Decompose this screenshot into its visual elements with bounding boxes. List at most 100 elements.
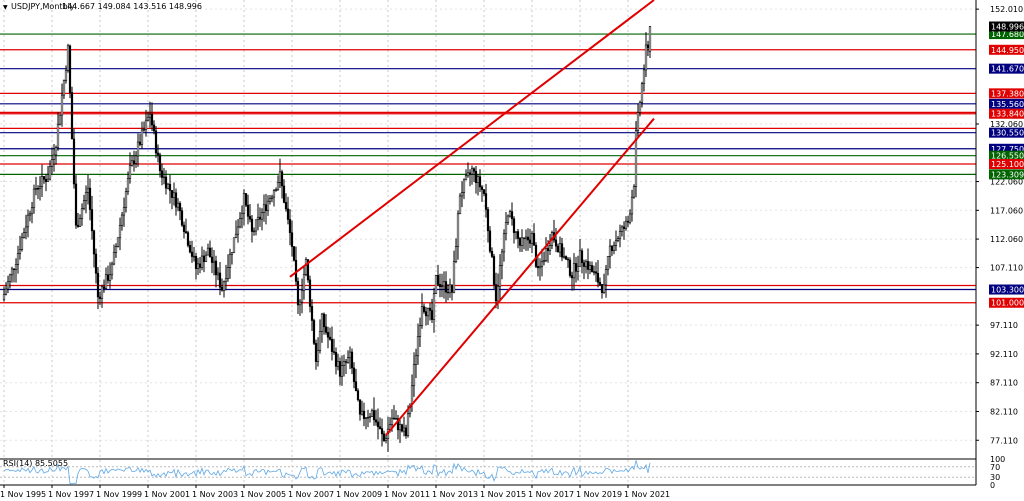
candle-body xyxy=(622,226,626,229)
candle-body xyxy=(64,70,68,81)
price-label-box xyxy=(989,143,1024,154)
candle-body xyxy=(206,247,210,256)
candle-body xyxy=(90,209,94,232)
candle-body xyxy=(400,424,404,432)
candle-body xyxy=(236,226,240,235)
candle-body xyxy=(58,114,62,125)
candle-body xyxy=(484,193,488,210)
price-label-box xyxy=(989,159,1024,170)
candle-body xyxy=(330,338,334,352)
candle-body xyxy=(646,44,650,49)
trend-channel xyxy=(289,0,655,436)
rsi-tick-label: 70 xyxy=(990,463,1000,472)
candle-body xyxy=(84,191,88,202)
candle-body xyxy=(270,196,274,199)
price-label-text: 147.680 xyxy=(991,30,1024,39)
candle-body xyxy=(576,266,580,272)
candle-body xyxy=(184,231,188,233)
candle-body xyxy=(326,332,330,338)
candle-body xyxy=(602,284,606,293)
candle-body xyxy=(434,274,438,294)
time-tick-label: 1 Nov 2009 xyxy=(336,490,382,499)
candle-body xyxy=(616,238,620,241)
candle-body xyxy=(208,247,212,258)
price-tick-label: 87.110 xyxy=(990,379,1018,388)
candle-body xyxy=(292,246,296,261)
candle-body xyxy=(476,176,480,183)
header-arrow-icon: ▼ xyxy=(3,4,8,11)
price-tick-label: 112.060 xyxy=(990,235,1023,244)
candle-body xyxy=(176,202,180,208)
candle-body xyxy=(24,226,28,233)
candle-body xyxy=(370,410,374,417)
candle-body xyxy=(36,188,40,190)
candle-body xyxy=(590,265,594,272)
channel-upper-line[interactable] xyxy=(289,0,655,278)
candle-body xyxy=(332,351,336,353)
candle-body xyxy=(450,284,454,293)
price-label-box xyxy=(989,98,1024,109)
candle-body xyxy=(482,189,486,194)
candle-body xyxy=(598,281,602,285)
candle-body xyxy=(544,248,548,261)
time-tick-label: 1 Nov 2019 xyxy=(576,490,622,499)
grid-lines xyxy=(0,0,976,485)
candle-body xyxy=(92,230,96,255)
candle-body xyxy=(10,268,14,276)
candle-body xyxy=(488,230,492,252)
price-label-text: 123.309 xyxy=(991,170,1024,179)
candle-body xyxy=(528,239,532,244)
candle-body xyxy=(498,265,502,287)
candle-body xyxy=(564,256,568,260)
candle-body xyxy=(538,265,542,269)
candle-body xyxy=(210,256,214,263)
candle-body xyxy=(336,361,340,367)
price-label-text: 125.100 xyxy=(991,160,1024,169)
candle-body xyxy=(12,268,16,271)
candle-body xyxy=(600,284,604,293)
candle-body xyxy=(244,193,248,206)
time-tick-label: 1 Nov 2013 xyxy=(432,490,478,499)
rsi-panel xyxy=(0,458,976,485)
candle-body xyxy=(74,183,78,226)
candle-body xyxy=(240,212,244,219)
channel-lower-line[interactable] xyxy=(385,117,655,436)
candle-body xyxy=(578,250,582,267)
candle-body xyxy=(570,275,574,279)
candle-body xyxy=(608,245,612,257)
candle-body xyxy=(216,272,220,276)
candle-body xyxy=(276,182,280,191)
candle-body xyxy=(620,226,624,232)
candle-body xyxy=(268,198,272,202)
ohlc-values: 144.667 149.084 143.516 148.996 xyxy=(62,2,202,11)
candle-body xyxy=(198,263,202,268)
price-label-text: 130.550 xyxy=(991,129,1024,138)
candle-body xyxy=(250,218,254,232)
candle-body xyxy=(196,263,200,269)
candle-body xyxy=(612,245,616,251)
candle-body xyxy=(88,187,92,210)
candle-body xyxy=(432,293,436,320)
candle-body xyxy=(168,183,172,191)
time-tick-label: 1 Nov 1999 xyxy=(96,490,142,499)
candle-body xyxy=(306,259,310,281)
candle-body xyxy=(452,261,456,293)
candle-body xyxy=(290,232,294,247)
candle-body xyxy=(626,220,630,223)
candle-body xyxy=(114,246,118,253)
candle-body xyxy=(530,233,534,244)
candle-body xyxy=(20,237,24,250)
candle-body xyxy=(436,274,440,285)
candle-body xyxy=(170,190,174,198)
candle-body xyxy=(188,245,192,253)
price-tick-label: 77.110 xyxy=(990,436,1018,445)
candle-body xyxy=(512,218,516,233)
candle-body xyxy=(618,231,622,239)
candle-body xyxy=(38,186,42,190)
rsi-line xyxy=(3,460,651,485)
candle-body xyxy=(104,274,108,289)
candle-body xyxy=(594,271,598,274)
candle-body xyxy=(644,44,648,71)
price-tick-label: 152.010 xyxy=(990,5,1023,14)
